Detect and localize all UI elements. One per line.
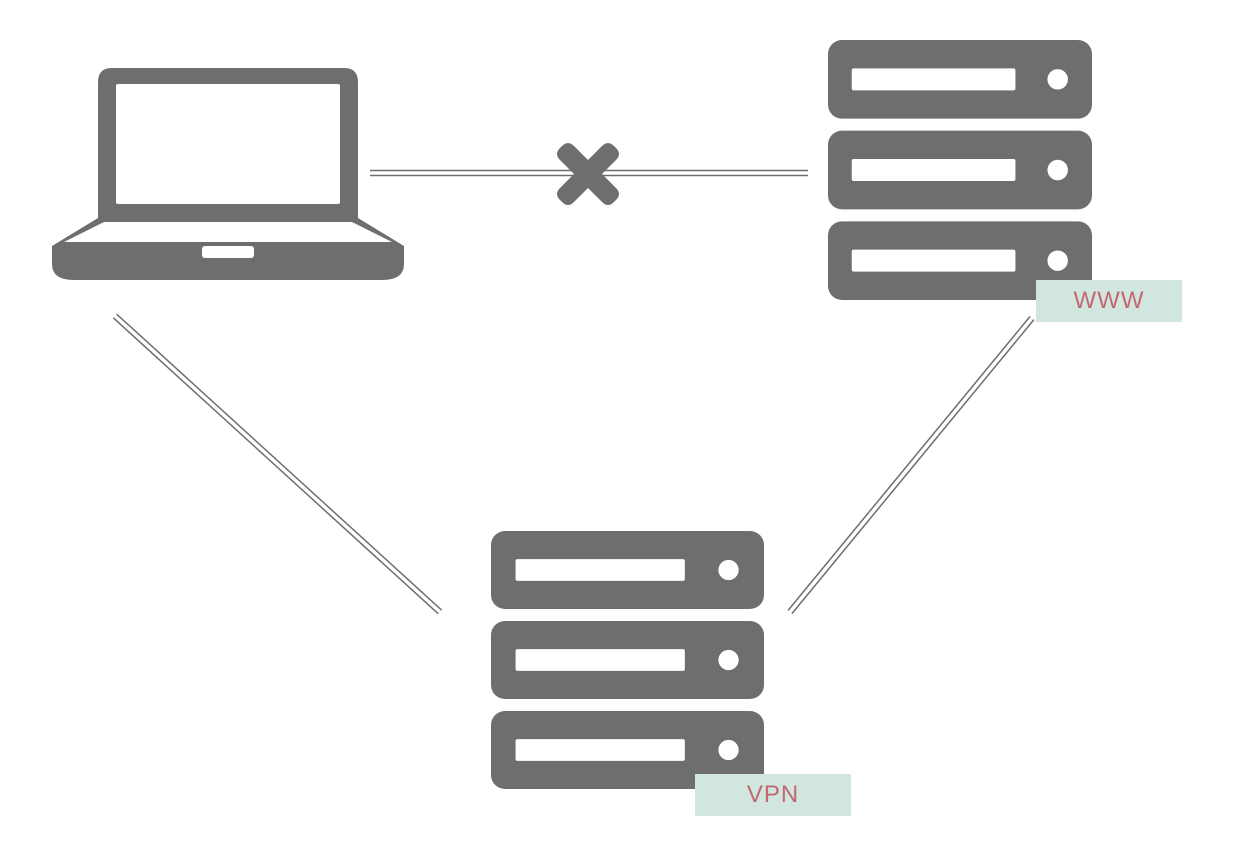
vpn-label: VPN (695, 774, 851, 816)
server-vpn-icon (491, 531, 764, 794)
www-label: WWW (1036, 280, 1182, 322)
laptop-icon (52, 68, 404, 285)
www-label-text: WWW (1074, 287, 1145, 314)
server-www-icon (828, 40, 1092, 305)
blocked-cross-icon (554, 140, 622, 213)
diagram-canvas: WWW VPN (0, 0, 1240, 854)
vpn-label-text: VPN (747, 781, 799, 808)
